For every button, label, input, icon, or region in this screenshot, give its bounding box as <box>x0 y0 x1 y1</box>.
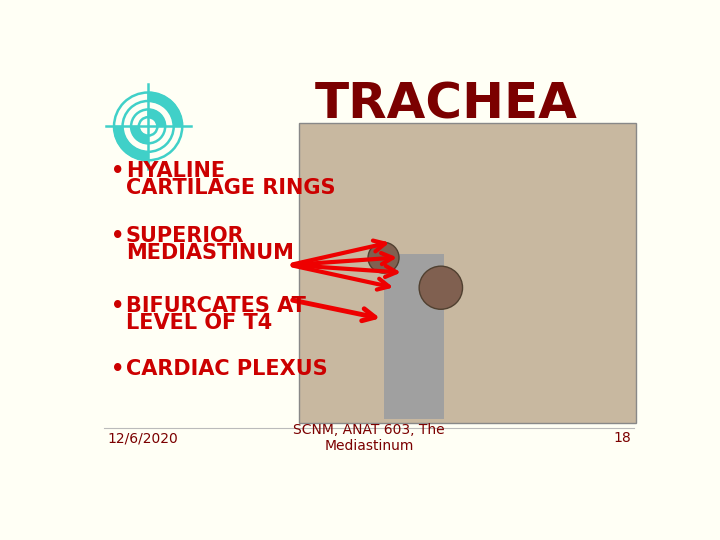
Text: HYALINE: HYALINE <box>126 161 225 181</box>
Text: CARDIAC PLEXUS: CARDIAC PLEXUS <box>126 359 328 379</box>
Text: •: • <box>111 226 125 246</box>
Text: 18: 18 <box>613 431 631 446</box>
Text: •: • <box>111 161 125 181</box>
Text: SCNM, ANAT 603, The
Mediastinum: SCNM, ANAT 603, The Mediastinum <box>293 423 445 454</box>
Text: SUPERIOR: SUPERIOR <box>126 226 244 246</box>
Polygon shape <box>114 126 148 160</box>
Text: CARTILAGE RINGS: CARTILAGE RINGS <box>126 178 335 198</box>
Text: TRACHEA: TRACHEA <box>315 80 578 128</box>
Polygon shape <box>148 110 165 126</box>
Text: BIFURCATES AT: BIFURCATES AT <box>126 296 305 316</box>
Text: 12/6/2020: 12/6/2020 <box>107 431 178 446</box>
Circle shape <box>419 266 462 309</box>
Polygon shape <box>148 92 182 126</box>
Polygon shape <box>131 126 148 143</box>
Circle shape <box>368 242 399 273</box>
Text: •: • <box>111 359 125 379</box>
FancyBboxPatch shape <box>300 123 636 423</box>
Text: MEDIASTINUM: MEDIASTINUM <box>126 244 294 264</box>
FancyBboxPatch shape <box>384 254 444 419</box>
Text: LEVEL OF T4: LEVEL OF T4 <box>126 313 272 333</box>
Text: •: • <box>111 296 125 316</box>
